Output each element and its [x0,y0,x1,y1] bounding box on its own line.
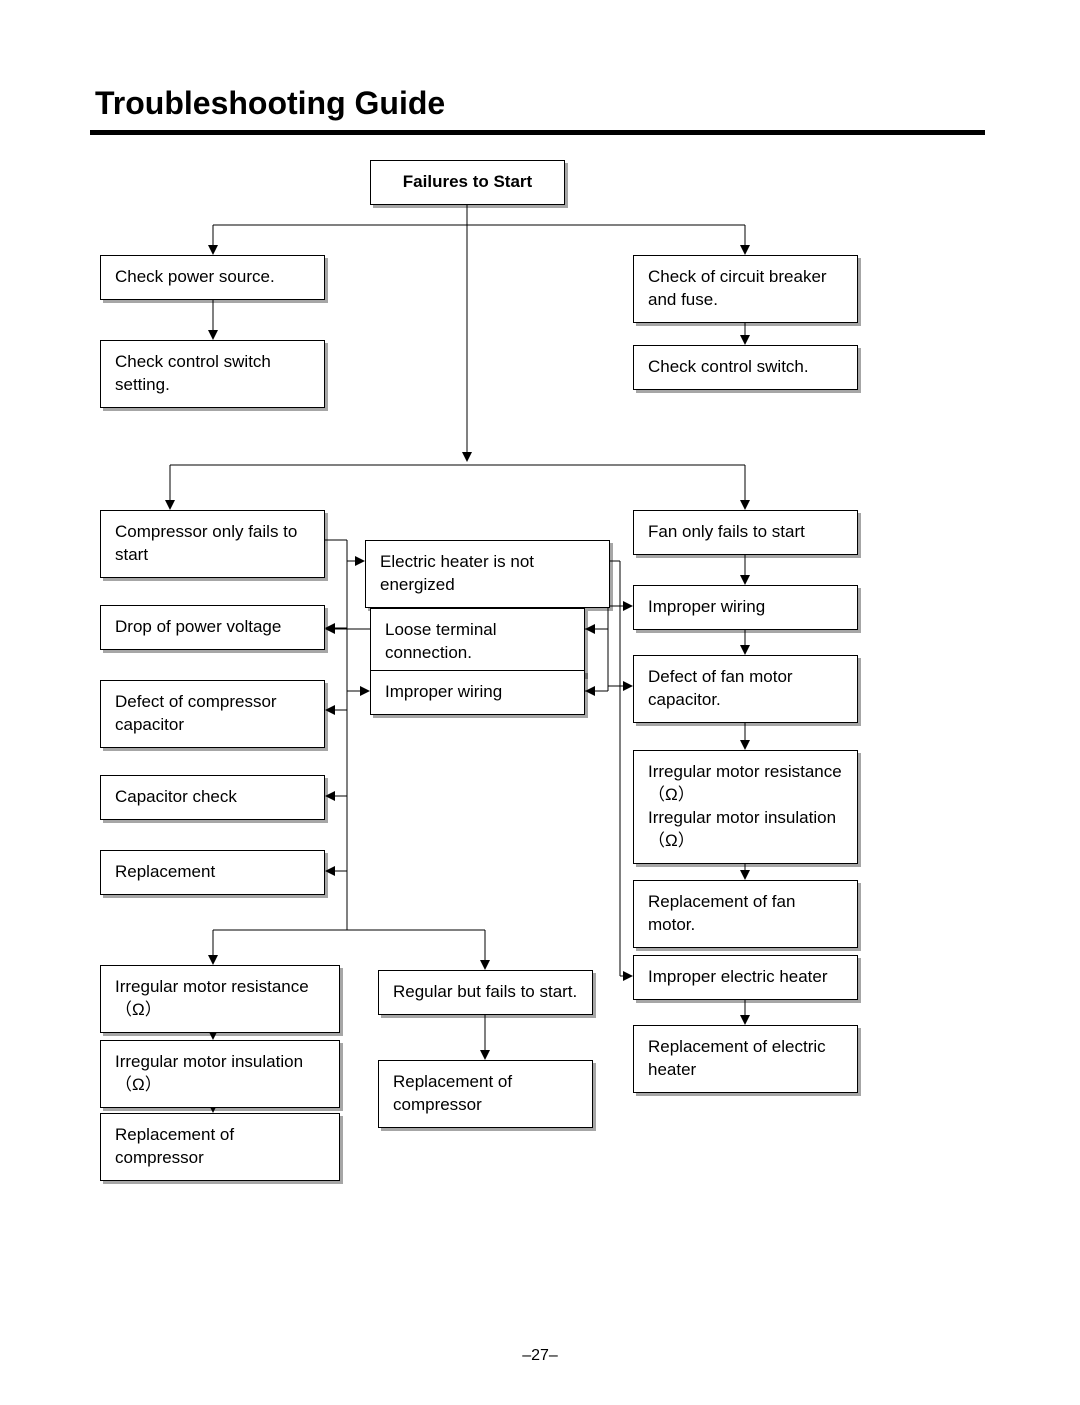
node-check-power-source: Check power source. [100,255,325,300]
node-check-circuit-breaker-fuse: Check of circuit breaker and fuse. [633,255,858,323]
node-irregular-motor-insulation: Irregular motor insulation（Ω） [100,1040,340,1108]
page-title: Troubleshooting Guide [95,85,445,122]
page: Troubleshooting Guide [0,0,1080,1405]
node-improper-wiring-mid: Improper wiring [370,670,585,715]
node-replacement: Replacement [100,850,325,895]
node-replacement-electric-heater: Replacement of electric heater [633,1025,858,1093]
node-capacitor-check: Capacitor check [100,775,325,820]
node-check-control-switch-setting: Check control switch setting. [100,340,325,408]
node-improper-wiring-right: Improper wiring [633,585,858,630]
node-replacement-compressor-mid: Replacement of compressor [378,1060,593,1128]
node-replacement-compressor-left: Replacement of compressor [100,1113,340,1181]
node-check-control-switch: Check control switch. [633,345,858,390]
node-electric-heater-not-energized: Electric heater is not energized [365,540,610,608]
node-failures-to-start: Failures to Start [370,160,565,205]
node-replacement-fan-motor: Replacement of fan motor. [633,880,858,948]
title-rule [90,130,985,135]
node-irregular-motor-resistance: Irregular motor resistance（Ω） [100,965,340,1033]
node-defect-compressor-capacitor: Defect of compressor capacitor [100,680,325,748]
node-irregular-motor-res-ins: Irregular motor resistance（Ω） Irregular … [633,750,858,864]
node-drop-power-voltage: Drop of power voltage [100,605,325,650]
page-number: –27– [0,1347,1080,1365]
node-loose-terminal-connection: Loose terminal connection. [370,608,585,676]
node-fan-fails-start: Fan only fails to start [633,510,858,555]
node-defect-fan-motor-capacitor: Defect of fan motor capacitor. [633,655,858,723]
node-improper-electric-heater: Improper electric heater [633,955,858,1000]
node-compressor-fails-start: Compressor only fails to start [100,510,325,578]
node-regular-but-fails-start: Regular but fails to start. [378,970,593,1015]
